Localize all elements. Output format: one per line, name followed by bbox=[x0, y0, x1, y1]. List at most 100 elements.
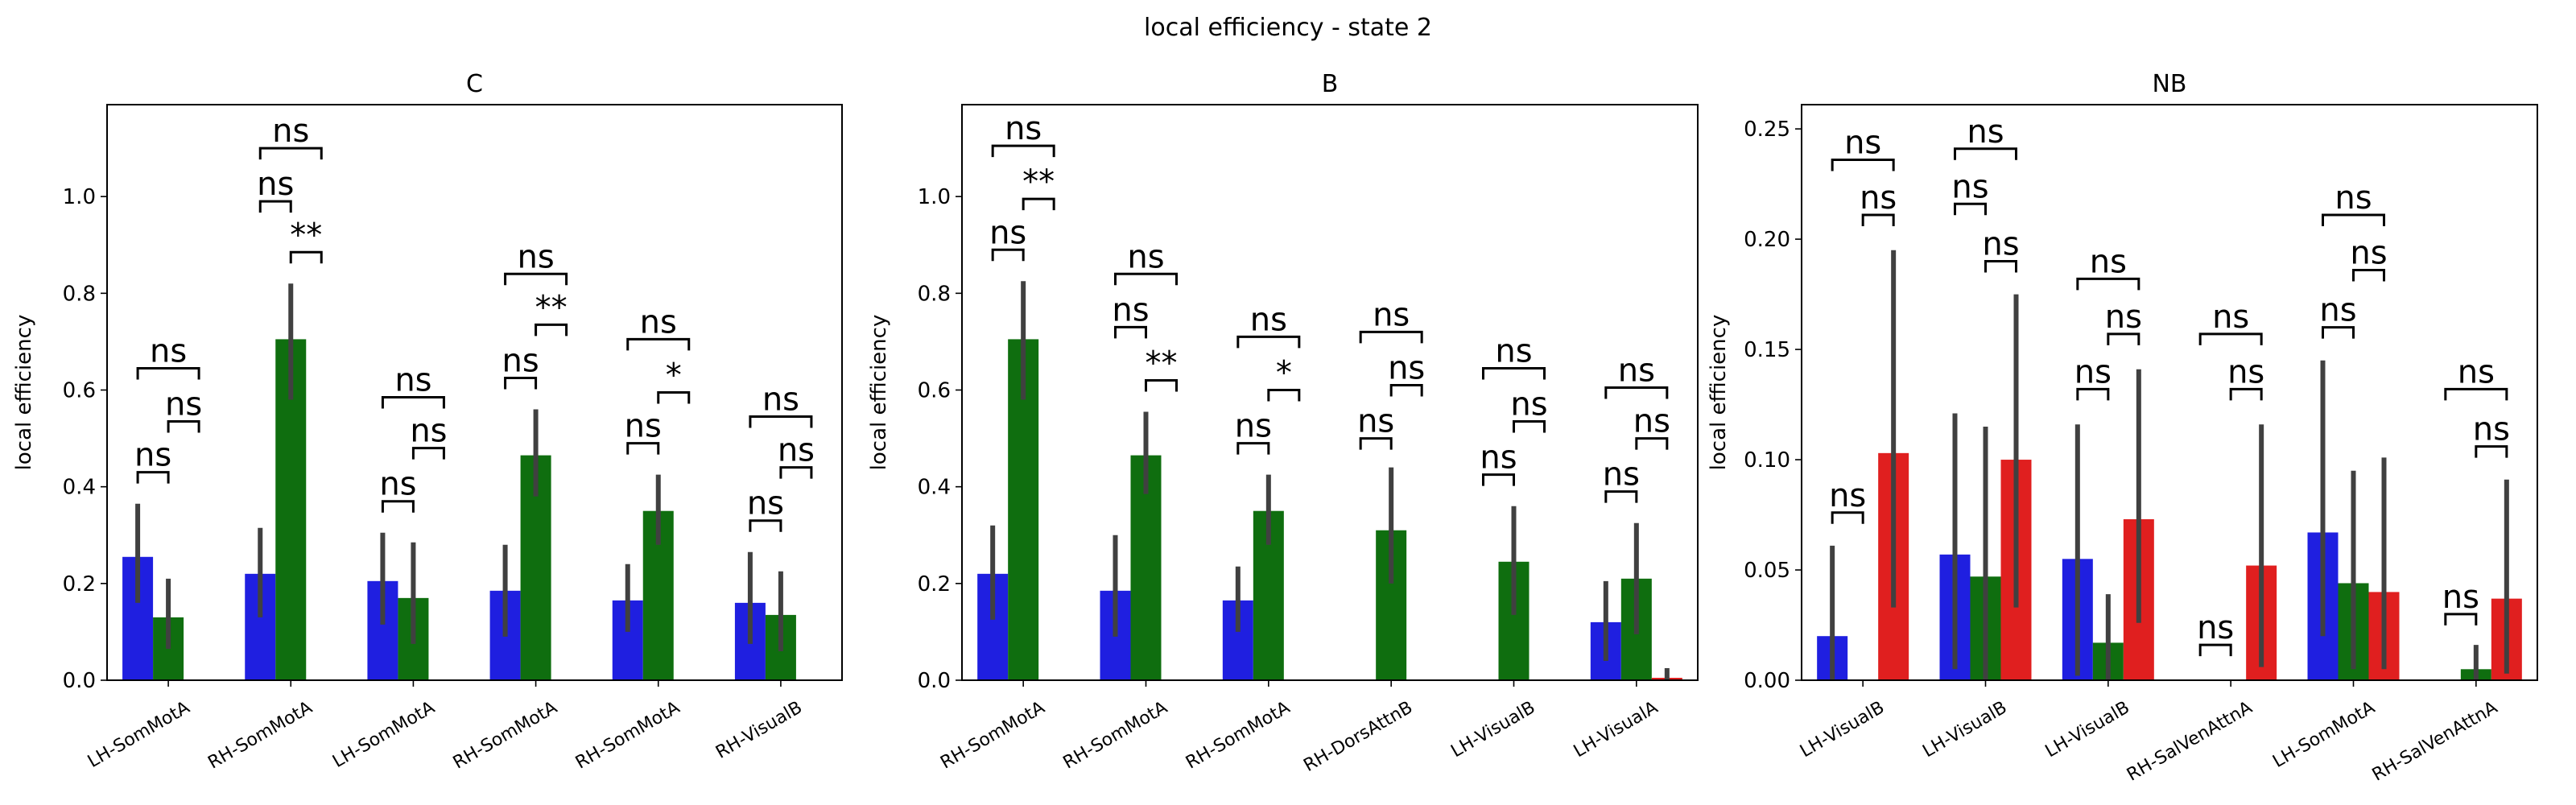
significance-bracket bbox=[1482, 366, 1546, 380]
significance-label: ns bbox=[1373, 296, 1410, 333]
significance-label: ns bbox=[1495, 332, 1532, 369]
significance-label: ns bbox=[2074, 353, 2112, 390]
significance-label: ns bbox=[640, 303, 677, 341]
y-tick-label: 0.15 bbox=[1744, 338, 1790, 362]
x-tick-label: RH-DorsAttnB bbox=[1300, 698, 1416, 776]
plot-frame bbox=[106, 104, 843, 681]
significance-bracket bbox=[2475, 445, 2508, 458]
significance-bracket bbox=[504, 272, 568, 286]
significance-bracket bbox=[1359, 330, 1423, 344]
significance-label: ns bbox=[394, 362, 431, 399]
significance-bracket bbox=[1482, 473, 1515, 486]
significance-bracket bbox=[1831, 511, 1864, 524]
significance-label: ns bbox=[257, 166, 294, 203]
y-tick-label: 1.0 bbox=[63, 185, 96, 209]
significance-label: ns bbox=[1127, 238, 1164, 275]
significance-bracket bbox=[2352, 268, 2385, 282]
significance-label: ns bbox=[2197, 609, 2234, 646]
y-tick-label: 0.8 bbox=[918, 282, 951, 306]
significance-bracket bbox=[1861, 213, 1895, 226]
significance-label: ns bbox=[989, 214, 1026, 251]
significance-bracket bbox=[258, 147, 323, 160]
significance-bracket bbox=[779, 466, 813, 479]
figure-title: local efficiency - state 2 bbox=[1144, 14, 1432, 42]
x-tick-label: RH-SomMotA bbox=[450, 698, 561, 774]
y-tick-label: 0.0 bbox=[63, 669, 96, 693]
significance-label: ns bbox=[2350, 234, 2387, 271]
x-tick-label: LH-SomMotA bbox=[2269, 698, 2378, 773]
significance-label: ns bbox=[1844, 124, 1881, 161]
significance-bracket bbox=[411, 447, 445, 460]
significance-bracket bbox=[1022, 197, 1055, 211]
y-tick-label: 0.6 bbox=[63, 378, 96, 402]
significance-label: ns bbox=[1951, 168, 1988, 205]
y-tick-label: 0.0 bbox=[918, 669, 951, 693]
panel-title: C bbox=[466, 70, 483, 98]
significance-label: * bbox=[1276, 354, 1292, 391]
significance-bracket bbox=[381, 396, 445, 409]
significance-bracket bbox=[1513, 420, 1546, 433]
x-tick-label: RH-SalVenAttnA bbox=[2124, 698, 2256, 786]
significance-label: ns bbox=[778, 432, 815, 469]
significance-bracket bbox=[749, 519, 782, 532]
significance-bracket bbox=[2198, 332, 2263, 345]
x-tick-label: LH-SomMotA bbox=[329, 698, 438, 773]
x-tick-label: RH-SomMotA bbox=[1060, 698, 1171, 774]
significance-bracket bbox=[1267, 388, 1301, 402]
significance-bracket bbox=[1954, 202, 1987, 216]
y-tick-label: 0.00 bbox=[1744, 669, 1790, 693]
significance-label: ns bbox=[2473, 411, 2510, 448]
significance-label: ns bbox=[1480, 440, 1517, 477]
significance-bracket bbox=[991, 144, 1055, 158]
significance-label: ns bbox=[1603, 456, 1640, 493]
x-tick-label: LH-VisualA bbox=[1571, 698, 1662, 762]
significance-bracket bbox=[136, 366, 200, 380]
x-tick-label: RH-SomMotA bbox=[1183, 698, 1294, 774]
significance-bracket bbox=[1984, 260, 2017, 273]
significance-label: ns bbox=[1618, 352, 1655, 389]
significance-label: ** bbox=[290, 217, 322, 254]
significance-label: ns bbox=[2105, 299, 2142, 336]
y-tick-label: 0.4 bbox=[918, 476, 951, 500]
x-tick-label: RH-SalVenAttnA bbox=[2369, 698, 2501, 786]
significance-label: ns bbox=[1967, 114, 2004, 151]
significance-bracket bbox=[2076, 387, 2110, 401]
significance-bracket bbox=[1389, 383, 1423, 397]
significance-bracket bbox=[1114, 272, 1178, 286]
y-axis-label: local efficiency bbox=[12, 315, 36, 471]
significance-bracket bbox=[381, 500, 415, 513]
significance-bracket bbox=[626, 337, 691, 351]
x-tick-label: RH-SomMotA bbox=[937, 698, 1048, 774]
x-tick-label: LH-VisualB bbox=[2042, 698, 2133, 762]
significance-bracket bbox=[1604, 386, 1669, 399]
significance-bracket bbox=[2444, 613, 2478, 625]
significance-bracket bbox=[1236, 442, 1270, 455]
significance-label: ns bbox=[150, 332, 187, 369]
significance-bracket bbox=[2322, 213, 2385, 226]
significance-label: ns bbox=[2442, 579, 2479, 616]
x-tick-label: RH-SomMotA bbox=[572, 698, 683, 774]
y-tick-label: 1.0 bbox=[918, 185, 951, 209]
significance-label: ns bbox=[2212, 299, 2249, 336]
significance-label: ns bbox=[272, 113, 309, 150]
significance-bracket bbox=[991, 248, 1025, 262]
panel-title: NB bbox=[2152, 70, 2186, 98]
significance-bracket bbox=[2107, 332, 2140, 345]
y-tick-label: 0.2 bbox=[63, 572, 96, 597]
significance-label: * bbox=[666, 357, 682, 394]
significance-bracket bbox=[2322, 326, 2355, 339]
significance-bracket bbox=[2198, 643, 2232, 657]
x-tick-label: LH-VisualB bbox=[1797, 698, 1888, 762]
y-tick-label: 0.2 bbox=[918, 572, 951, 597]
significance-label: ns bbox=[410, 413, 447, 450]
significance-label: ns bbox=[762, 382, 799, 419]
significance-label: ns bbox=[517, 238, 554, 275]
significance-bracket bbox=[1359, 437, 1393, 450]
significance-label: ns bbox=[1112, 291, 1149, 328]
y-tick-label: 0.8 bbox=[63, 282, 96, 306]
significance-bracket bbox=[289, 250, 323, 264]
significance-label: ns bbox=[1388, 349, 1425, 386]
